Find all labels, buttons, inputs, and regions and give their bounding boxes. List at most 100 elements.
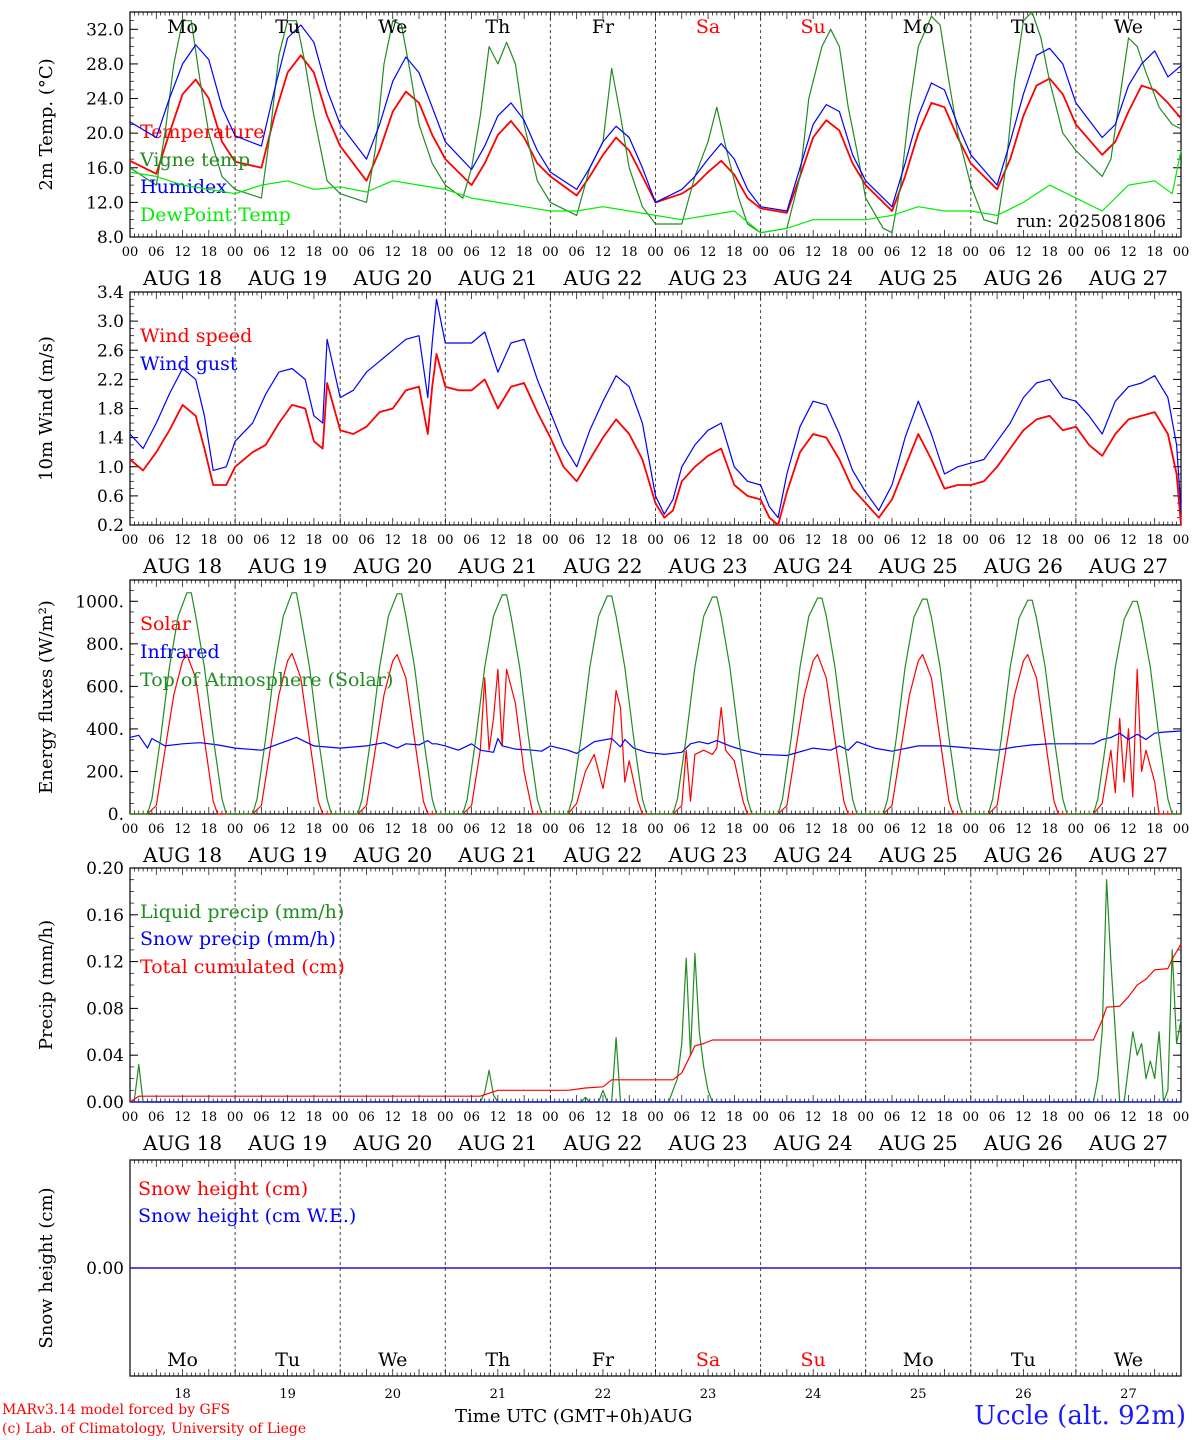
hour-tick-label: 18 [831,245,848,260]
y-tick-label: 1.0 [97,458,124,478]
hour-tick-label: 00 [437,822,454,837]
y-tick-label: 0. [108,805,124,825]
date-label: AUG 23 [668,1131,748,1155]
legend-entry-total-cumulated-cm: Total cumulated (cm) [140,956,345,978]
y-tick-label: 12.0 [86,193,124,213]
hour-tick-label: 18 [306,533,323,548]
hour-tick-label: 18 [726,245,743,260]
y-tick-label: 2.2 [97,370,124,390]
y-tick-label: 3.4 [97,283,124,303]
hour-tick-label: 06 [148,245,165,260]
hour-tick-label: 06 [779,245,796,260]
hour-tick-label: 18 [936,245,953,260]
day-number-label: 22 [595,1387,612,1402]
date-label: AUG 26 [983,1131,1063,1155]
hour-tick-label: 00 [963,1110,980,1125]
date-label: AUG 18 [142,266,222,290]
y-tick-label: 0.2 [97,516,124,536]
date-label: AUG 25 [878,266,958,290]
y-axis-title: Snow height (cm) [36,1187,57,1348]
legend-entry-dewpoint-temp: DewPoint Temp [140,204,291,226]
day-number-label: 27 [1120,1387,1137,1402]
weekday-label-top: Su [801,16,826,38]
hour-tick-label: 12 [174,1110,191,1125]
hour-tick-label: 18 [411,822,428,837]
weekday-label-bottom: Fr [592,1349,615,1371]
date-label: AUG 25 [878,554,958,578]
date-label: AUG 21 [457,1131,537,1155]
hour-tick-label: 00 [1173,822,1190,837]
hour-tick-label: 06 [674,822,691,837]
date-label: AUG 21 [457,554,537,578]
hour-tick-label: 06 [989,822,1006,837]
y-tick-label: 600. [86,677,124,697]
weekday-label-top: Th [485,16,510,38]
day-number-label: 23 [700,1387,717,1402]
weekday-label-top: Sa [696,16,720,38]
hour-tick-label: 12 [910,533,927,548]
date-label: AUG 20 [352,554,432,578]
legend-entry-liquid-precip-mm-h: Liquid precip (mm/h) [140,901,344,923]
y-tick-label: 8.0 [97,228,124,248]
y-tick-label: 0.00 [86,1259,124,1279]
hour-tick-label: 00 [1068,533,1085,548]
hour-tick-label: 06 [148,822,165,837]
hour-tick-label: 12 [595,822,612,837]
hour-tick-label: 00 [647,533,664,548]
hour-tick-label: 18 [1041,533,1058,548]
y-tick-label: 0.04 [86,1046,124,1066]
hour-tick-label: 18 [831,1110,848,1125]
hour-tick-label: 00 [437,533,454,548]
legend-entry-snow-height-cm: Snow height (cm) [138,1178,308,1200]
hour-tick-label: 18 [936,533,953,548]
legend-entry-vigne-temp: Vigne temp [139,149,250,171]
hour-tick-label: 18 [726,1110,743,1125]
hour-tick-label: 06 [1094,822,1111,837]
hour-tick-label: 06 [568,245,585,260]
hour-tick-label: 12 [700,1110,717,1125]
hour-tick-label: 18 [621,822,638,837]
hour-tick-label: 18 [411,533,428,548]
date-label: AUG 24 [773,266,853,290]
date-label: AUG 22 [562,1131,642,1155]
y-tick-label: 0.6 [97,487,124,507]
hour-tick-label: 00 [542,822,559,837]
date-label: AUG 25 [878,1131,958,1155]
day-number-label: 18 [174,1387,191,1402]
panel-2: 0.2 0.6 1.0 1.4 1.8 2.2 2.6 3.0 3.4 10m Wind (m/s… [36,283,1189,578]
date-label: AUG 23 [668,843,748,867]
hour-tick-label: 00 [122,1110,139,1125]
date-label: AUG 24 [773,843,853,867]
hour-tick-label: 00 [752,1110,769,1125]
date-label: AUG 21 [457,843,537,867]
run-label: run: 2025081806 [1017,212,1166,232]
y-tick-label: 2.6 [97,341,124,361]
hour-tick-label: 12 [1120,822,1137,837]
hour-tick-label: 00 [1068,822,1085,837]
hour-tick-label: 06 [674,1110,691,1125]
y-tick-label: 1.8 [97,400,124,420]
panel-1: 8.0 12.0 16.0 20.0 24.0 28.0 32.0 2m Temp. (°C)… [36,11,1189,290]
y-axis-title: Energy fluxes (W/m²) [36,600,57,794]
day-number-label: 26 [1015,1387,1032,1402]
hour-tick-label: 00 [963,533,980,548]
hour-tick-label: 12 [490,1110,507,1125]
weekday-label-top: Tu [275,16,300,38]
hour-tick-label: 06 [779,822,796,837]
time-axis-title: Time UTC (GMT+0h)AUG [455,1406,693,1427]
hour-tick-label: 06 [779,533,796,548]
legend-entry-wind-speed: Wind speed [140,325,252,347]
hour-tick-label: 06 [1094,533,1111,548]
hour-tick-label: 12 [384,245,401,260]
hour-tick-label: 06 [884,1110,901,1125]
hour-tick-label: 00 [857,822,874,837]
date-label: AUG 18 [142,1131,222,1155]
hour-tick-label: 06 [989,533,1006,548]
hour-tick-label: 12 [1015,245,1032,260]
hour-tick-label: 18 [201,245,218,260]
day-number-label: 24 [805,1387,822,1402]
hour-tick-label: 12 [1015,1110,1032,1125]
hour-tick-label: 00 [1068,1110,1085,1125]
date-label: AUG 27 [1088,1131,1168,1155]
hour-tick-label: 12 [805,1110,822,1125]
